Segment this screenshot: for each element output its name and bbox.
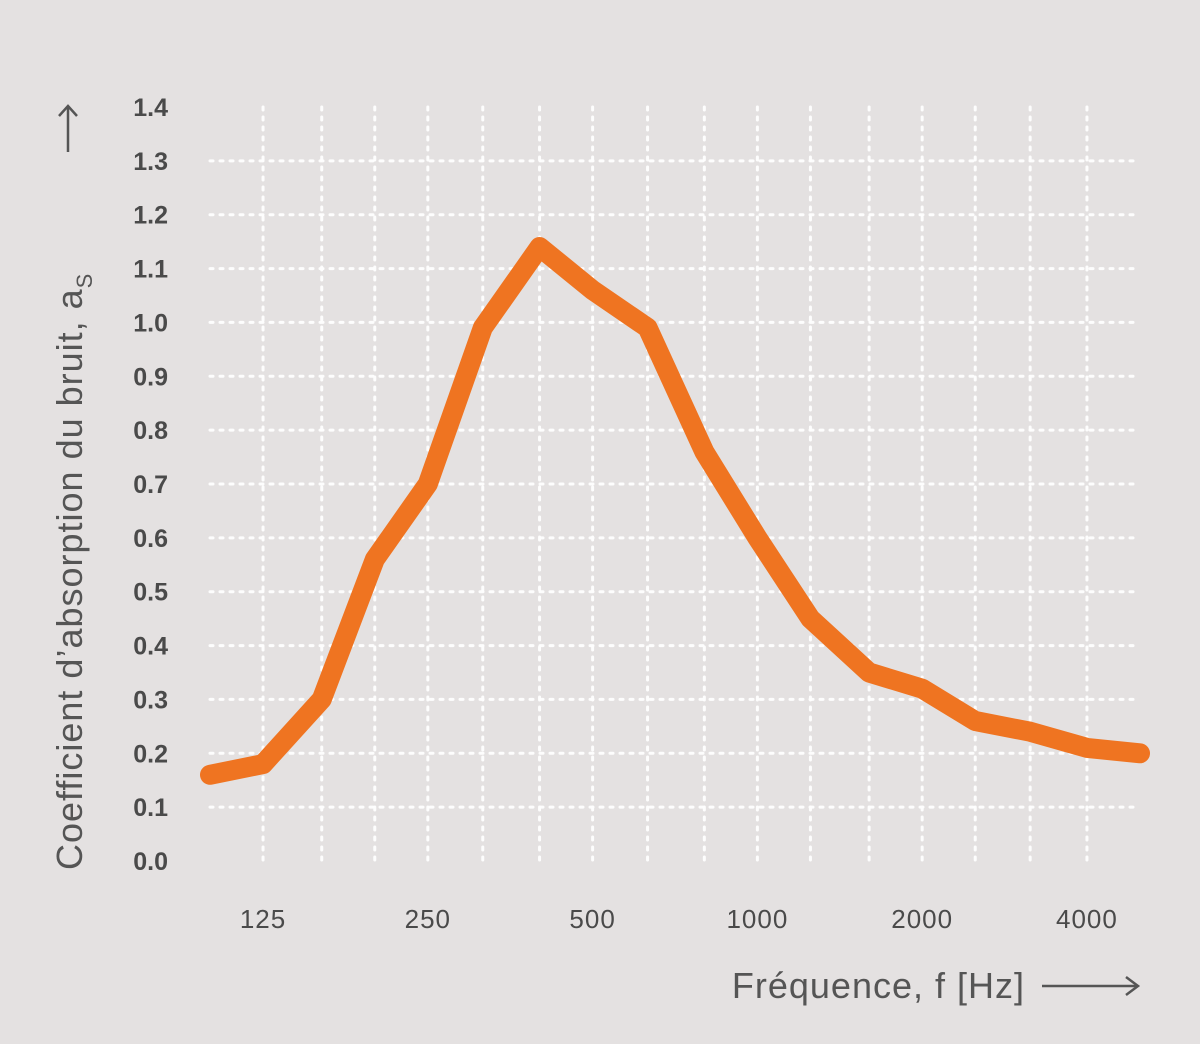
y-tick-label: 0.5 bbox=[133, 579, 168, 607]
y-axis-ticks: 0.0 0.1 0.2 0.3 0.4 0.5 0.6 0.7 0.8 0.9 1.0 1.1 1.2 1… bbox=[133, 94, 168, 876]
x-tick-label: 1000 bbox=[726, 904, 788, 934]
y-tick-label: 1.2 bbox=[133, 202, 168, 230]
x-axis-ticks: 125 250 500 1000 2000 4000 bbox=[240, 904, 1118, 934]
y-tick-label: 0.3 bbox=[133, 686, 168, 714]
y-tick-label: 0.8 bbox=[133, 417, 168, 445]
y-tick-label: 0.9 bbox=[133, 363, 168, 391]
y-axis-label-subscript: S bbox=[72, 273, 97, 289]
svg-text:Coefficient d’absorption du br: Coefficient d’absorption du bruit, aS bbox=[49, 273, 97, 870]
chart-grid bbox=[208, 105, 1142, 863]
chart-series bbox=[200, 237, 1150, 785]
series-line bbox=[200, 237, 1150, 785]
y-tick-label: 0.6 bbox=[133, 525, 168, 553]
x-tick-label: 2000 bbox=[891, 904, 953, 934]
y-tick-label: 0.2 bbox=[133, 740, 168, 768]
y-tick-label: 1.4 bbox=[133, 94, 168, 122]
x-tick-label: 500 bbox=[569, 904, 615, 934]
y-tick-label: 1.1 bbox=[133, 256, 168, 284]
y-axis-title: Coefficient d’absorption du bruit, aS bbox=[49, 104, 97, 870]
x-tick-label: 250 bbox=[405, 904, 451, 934]
y-tick-label: 0.7 bbox=[133, 471, 168, 499]
x-axis-arrow-icon bbox=[1042, 976, 1141, 996]
x-axis-label: Fréquence, f [Hz] bbox=[732, 965, 1025, 1006]
x-tick-label: 4000 bbox=[1056, 904, 1118, 934]
y-tick-label: 0.1 bbox=[133, 794, 168, 822]
y-axis-arrow-icon bbox=[58, 104, 78, 152]
y-tick-label: 1.0 bbox=[133, 309, 168, 337]
x-tick-label: 125 bbox=[240, 904, 286, 934]
y-tick-label: 0.4 bbox=[133, 633, 168, 661]
y-axis-label: Coefficient d’absorption du bruit, a bbox=[49, 288, 90, 870]
y-tick-label: 0.0 bbox=[133, 848, 168, 876]
y-tick-label: 1.3 bbox=[133, 148, 168, 176]
